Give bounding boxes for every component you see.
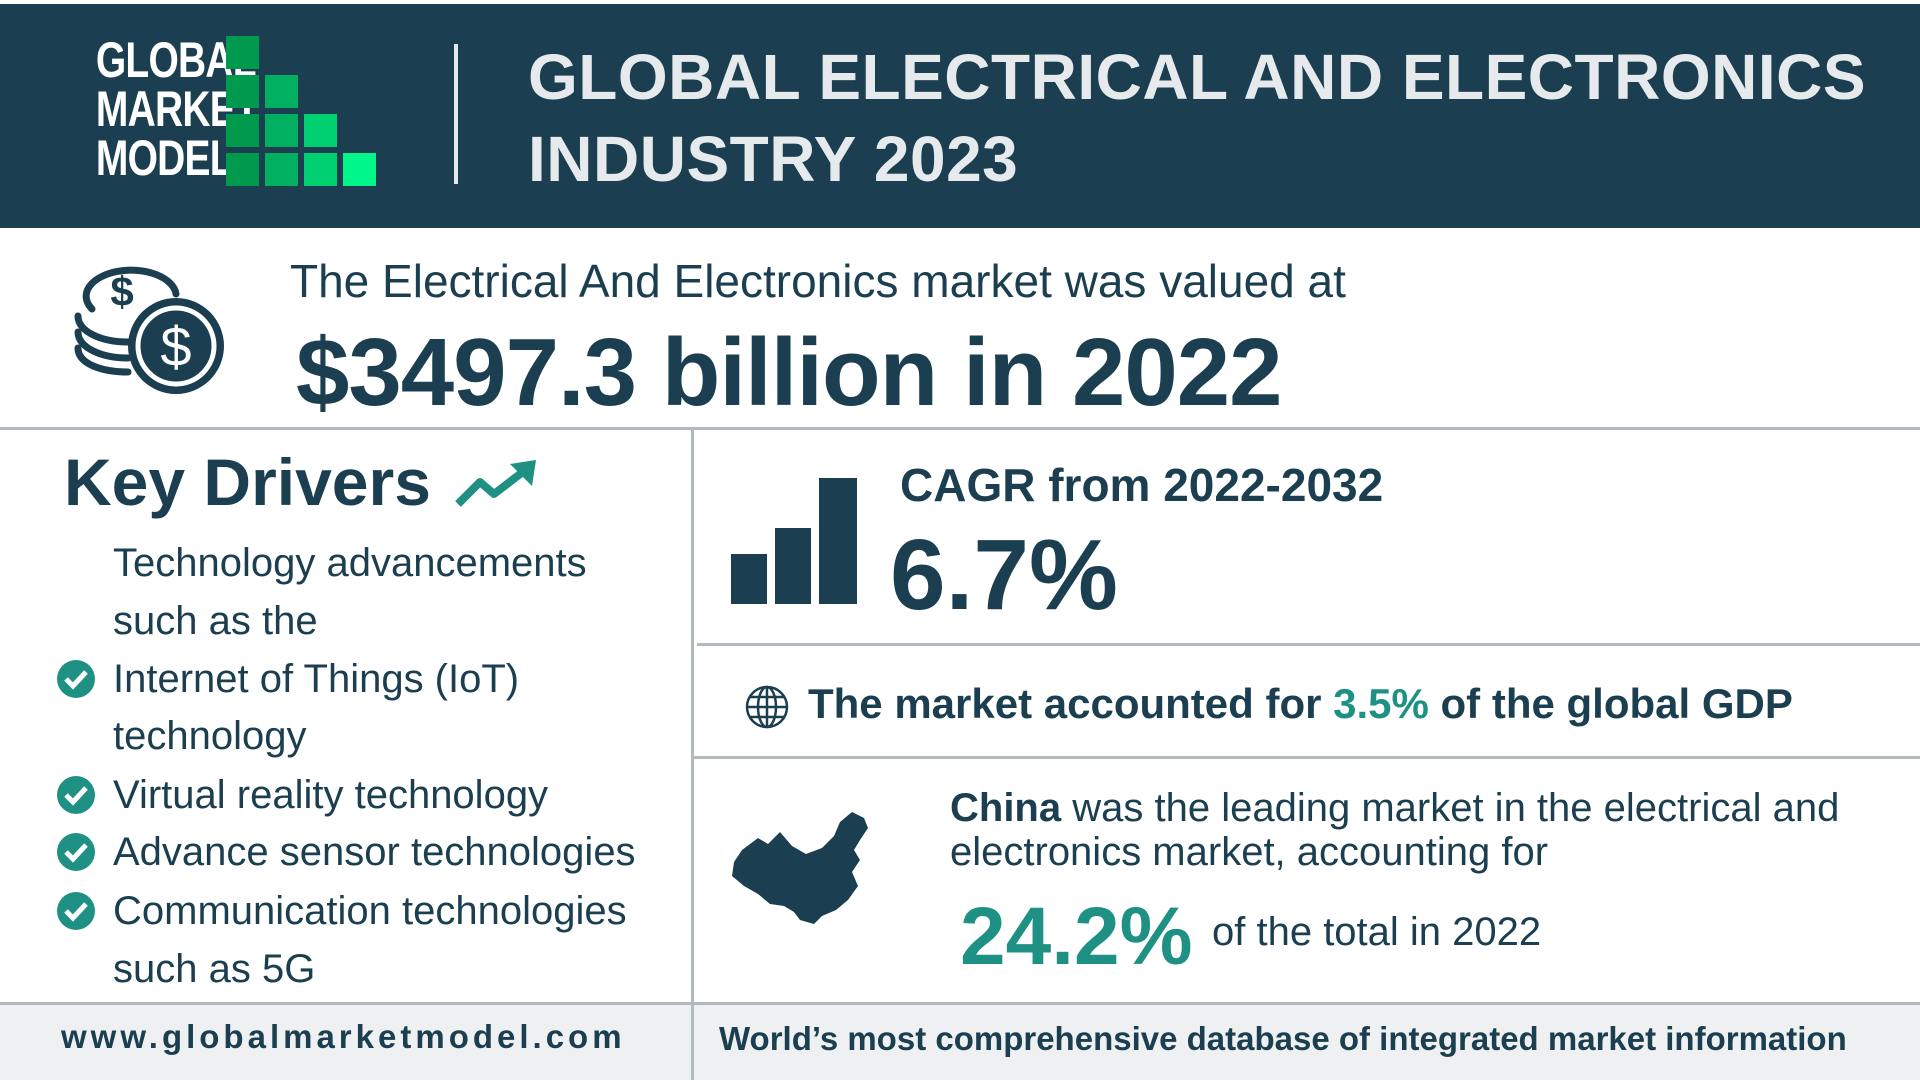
section-divider (694, 756, 1920, 759)
driver-line: such as the (113, 599, 318, 643)
footer-tagline: World’s most comprehensive database of i… (719, 1020, 1847, 1057)
cagr-value: 6.7% (890, 519, 1118, 631)
check-circle-icon (57, 833, 95, 871)
check-circle-icon (57, 660, 95, 698)
logo-line: MARKET (95, 81, 259, 137)
check-circle-icon (57, 892, 95, 930)
driver-line: Virtual reality technology (113, 773, 549, 817)
gdp-suffix: of the global GDP (1428, 680, 1793, 727)
gdp-prefix: The market accounted for (808, 680, 1334, 727)
logo-squares-icon (226, 36, 378, 186)
valuation-value: $3497.3 billion in 2022 (296, 319, 1283, 426)
driver-line: such as 5G (113, 947, 316, 991)
china-share-value: 24.2% (960, 891, 1193, 982)
china-text: was the leading market in the electrical… (950, 786, 1840, 874)
china-statement: China was the leading market in the elec… (950, 786, 1850, 874)
title-line: GLOBAL ELECTRICAL AND ELECTRONICS (528, 41, 1866, 113)
logo-line: GLOBAL (95, 32, 257, 88)
china-name: China (950, 786, 1062, 830)
website-link[interactable]: www.globalmarketmodel.com (61, 1018, 626, 1055)
header-divider (454, 44, 458, 184)
driver-line: Communication technologies (113, 889, 627, 933)
driver-line: Technology advancements (113, 541, 587, 585)
footer-divider (691, 1002, 694, 1080)
gdp-statement: The market accounted for 3.5% of the glo… (808, 680, 1793, 728)
coins-dollar-icon: $ $ (74, 266, 224, 394)
driver-line: technology (113, 714, 307, 758)
valuation-intro: The Electrical And Electronics market wa… (290, 255, 1346, 307)
column-divider (691, 427, 694, 1080)
key-drivers-title: Key Drivers (64, 445, 431, 519)
check-circle-icon (57, 776, 95, 814)
driver-line: Internet of Things (IoT) (113, 657, 520, 701)
footer (0, 1002, 1920, 1080)
globe-icon (745, 685, 789, 729)
logo-text: GLOBAL MARKET MODEL (95, 32, 259, 186)
page-title: GLOBAL ELECTRICAL AND ELECTRONICS INDUST… (528, 36, 1866, 200)
svg-text:$: $ (160, 315, 191, 378)
section-divider (0, 427, 1920, 430)
trending-up-icon (455, 460, 536, 507)
china-map-icon (732, 812, 868, 924)
title-line: INDUSTRY 2023 (528, 123, 1019, 195)
china-share-tail: of the total in 2022 (1212, 910, 1542, 954)
gdp-share: 3.5% (1333, 680, 1429, 727)
section-divider (697, 643, 1920, 646)
logo-line: MODEL (95, 130, 234, 186)
svg-text:$: $ (110, 268, 133, 315)
cagr-label: CAGR from 2022-2032 (900, 459, 1384, 511)
bar-chart-icon (731, 478, 857, 604)
driver-line: Advance sensor technologies (113, 830, 636, 874)
